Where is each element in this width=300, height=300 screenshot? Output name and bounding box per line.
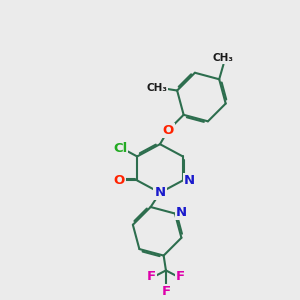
Text: O: O [113,174,125,187]
Text: Cl: Cl [113,142,127,155]
Text: O: O [162,124,174,137]
Text: N: N [176,206,187,219]
Text: F: F [176,270,185,283]
Text: CH₃: CH₃ [213,53,234,63]
Text: N: N [154,186,166,199]
Text: N: N [184,174,195,187]
Text: CH₃: CH₃ [146,83,167,93]
Text: F: F [147,270,156,283]
Text: F: F [161,285,170,298]
